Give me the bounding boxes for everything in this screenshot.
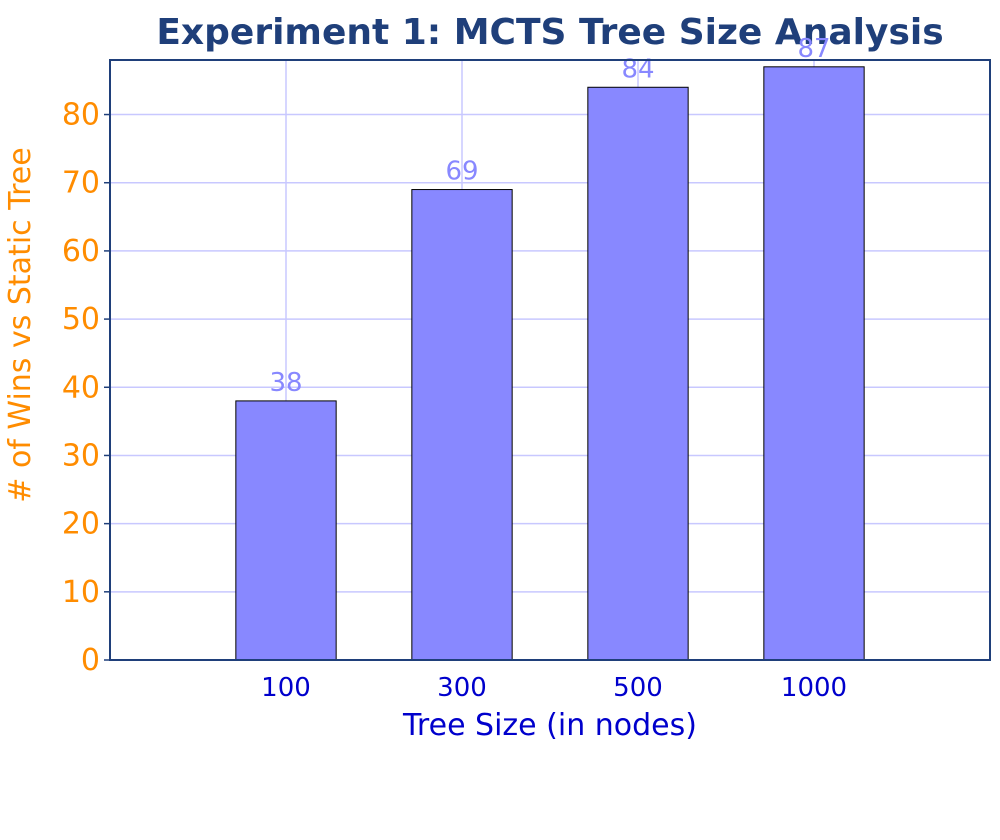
bars [235, 66, 865, 661]
y-tick-label-70: 70 [62, 166, 100, 201]
y-axis-label: # of Wins vs Static Tree [3, 147, 38, 502]
data-label-100: 38 [269, 368, 302, 398]
y-tick-label-30: 30 [62, 438, 100, 473]
bar-300 [411, 189, 513, 661]
data-label-300: 69 [445, 157, 478, 187]
x-tick-label-100: 100 [261, 673, 311, 703]
x-axis-label: Tree Size (in nodes) [402, 708, 697, 743]
x-tick-label-300: 300 [437, 673, 487, 703]
plot-frame [109, 59, 991, 661]
x-tick-label-500: 500 [613, 673, 663, 703]
y-tick-label-10: 10 [62, 575, 100, 610]
chart-title: Experiment 1: MCTS Tree Size Analysis [156, 12, 943, 53]
data-label-500: 84 [621, 54, 654, 84]
y-tick-label-60: 60 [62, 234, 100, 269]
y-tick-label-50: 50 [62, 302, 100, 337]
y-tick-label-80: 80 [62, 98, 100, 133]
data-label-1000: 87 [797, 34, 830, 64]
y-tick-label-20: 20 [62, 507, 100, 542]
y-tick-label-0: 0 [81, 643, 100, 678]
data-labels: 38 69 84 87 [269, 34, 830, 398]
x-tick-label-1000: 1000 [781, 673, 847, 703]
bar-1000 [763, 66, 865, 661]
bar-100 [235, 400, 337, 661]
bar-500 [587, 86, 689, 661]
y-tick-label-40: 40 [62, 370, 100, 405]
x-axis-ticks: 100 300 500 1000 [261, 673, 847, 703]
y-axis-ticks: 0 10 20 30 40 50 60 70 80 [62, 98, 110, 678]
